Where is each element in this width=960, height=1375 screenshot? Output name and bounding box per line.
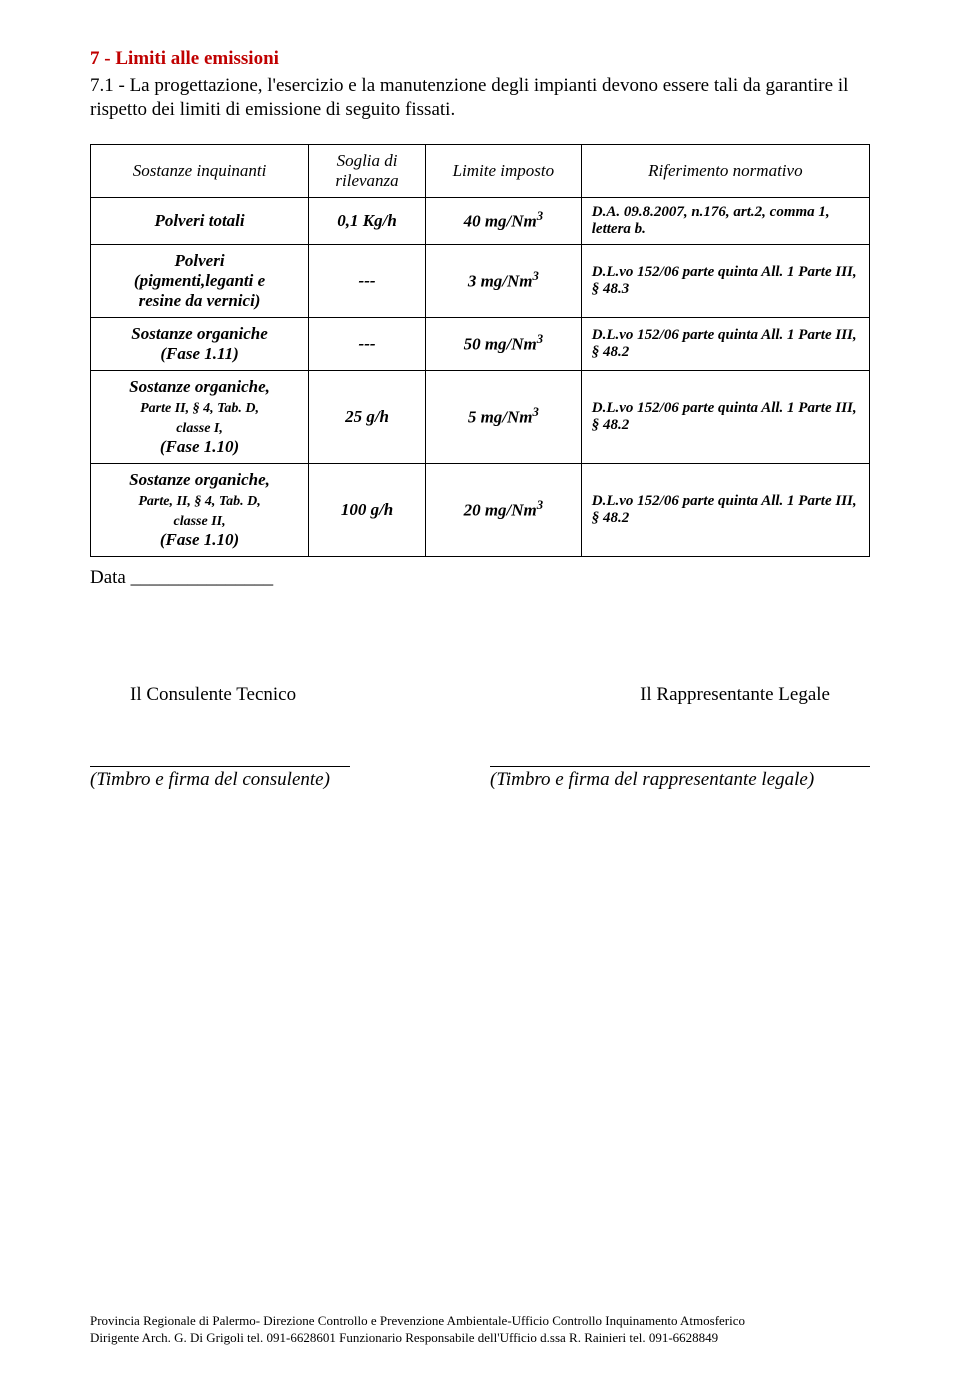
sig-caption-left: (Timbro e firma del consulente) (90, 766, 350, 791)
sig-caption-right: (Timbro e firma del rappresentante legal… (490, 766, 870, 791)
table-row: Polveri(pigmenti,leganti eresine da vern… (91, 244, 870, 317)
page-footer: Provincia Regionale di Palermo- Direzion… (90, 1313, 870, 1347)
cell-reference: D.L.vo 152/06 parte quinta All. 1 Parte … (581, 463, 869, 556)
cell-limit: 40 mg/Nm3 (425, 197, 581, 244)
table-row: Polveri totali0,1 Kg/h40 mg/Nm3D.A. 09.8… (91, 197, 870, 244)
cell-threshold: 25 g/h (309, 370, 426, 463)
cell-reference: D.A. 09.8.2007, n.176, art.2, comma 1, l… (581, 197, 869, 244)
cell-limit: 20 mg/Nm3 (425, 463, 581, 556)
cell-limit: 5 mg/Nm3 (425, 370, 581, 463)
cell-reference: D.L.vo 152/06 parte quinta All. 1 Parte … (581, 370, 869, 463)
table-body: Polveri totali0,1 Kg/h40 mg/Nm3D.A. 09.8… (91, 197, 870, 556)
th-reference: Riferimento normativo (581, 144, 869, 197)
table-row: Sostanze organiche(Fase 1.11)---50 mg/Nm… (91, 317, 870, 370)
cell-threshold: --- (309, 244, 426, 317)
emissions-table: Sostanze inquinanti Soglia di rilevanza … (90, 144, 870, 557)
section-title: 7 - Limiti alle emissioni (90, 48, 870, 70)
cell-threshold: --- (309, 317, 426, 370)
cell-threshold: 100 g/h (309, 463, 426, 556)
cell-limit: 3 mg/Nm3 (425, 244, 581, 317)
cell-substance: Polveri(pigmenti,leganti eresine da vern… (91, 244, 309, 317)
cell-threshold: 0,1 Kg/h (309, 197, 426, 244)
th-threshold: Soglia di rilevanza (309, 144, 426, 197)
page-container: 7 - Limiti alle emissioni 7.1 - La proge… (0, 0, 960, 1375)
th-substances: Sostanze inquinanti (91, 144, 309, 197)
sig-title-left: Il Consulente Tecnico (130, 684, 296, 706)
table-row: Sostanze organiche,Parte, II, § 4, Tab. … (91, 463, 870, 556)
section-intro: 7.1 - La progettazione, l'esercizio e la… (90, 74, 870, 122)
footer-line2: Dirigente Arch. G. Di Grigoli tel. 091-6… (90, 1330, 870, 1347)
cell-substance: Sostanze organiche(Fase 1.11) (91, 317, 309, 370)
cell-limit: 50 mg/Nm3 (425, 317, 581, 370)
cell-substance: Sostanze organiche,Parte, II, § 4, Tab. … (91, 463, 309, 556)
sig-title-right: Il Rappresentante Legale (640, 684, 830, 706)
cell-reference: D.L.vo 152/06 parte quinta All. 1 Parte … (581, 244, 869, 317)
table-header-row: Sostanze inquinanti Soglia di rilevanza … (91, 144, 870, 197)
cell-substance: Sostanze organiche,Parte II, § 4, Tab. D… (91, 370, 309, 463)
th-limit: Limite imposto (425, 144, 581, 197)
cell-reference: D.L.vo 152/06 parte quinta All. 1 Parte … (581, 317, 869, 370)
date-line: Data _______________ (90, 567, 870, 589)
signature-lines-row: (Timbro e firma del consulente) (Timbro … (90, 766, 870, 791)
cell-substance: Polveri totali (91, 197, 309, 244)
table-row: Sostanze organiche,Parte II, § 4, Tab. D… (91, 370, 870, 463)
footer-line1: Provincia Regionale di Palermo- Direzion… (90, 1313, 870, 1330)
signature-titles-row: Il Consulente Tecnico Il Rappresentante … (90, 684, 870, 706)
